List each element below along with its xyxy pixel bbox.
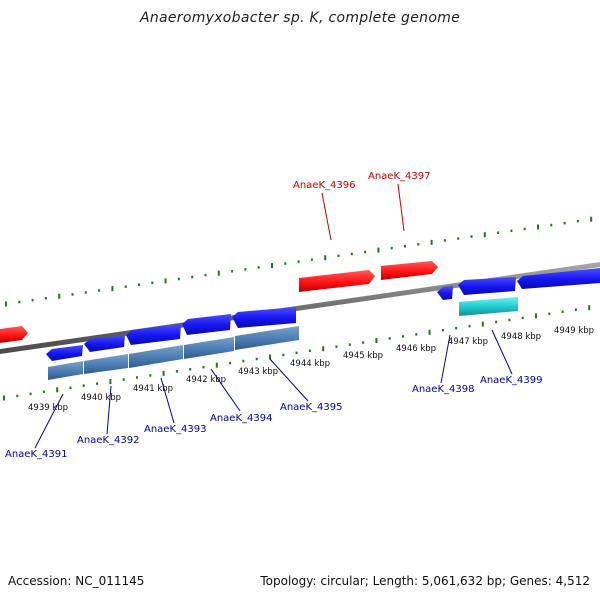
cds-bar-anaek-4395[interactable] <box>235 326 299 350</box>
leader-line <box>269 358 309 402</box>
upper-tick-row <box>5 216 593 307</box>
cds-bars <box>48 297 518 380</box>
gene-label[interactable]: AnaeK_4397 <box>368 171 430 182</box>
gene-arrow-anaek-4393[interactable] <box>126 324 181 345</box>
gene-label[interactable]: AnaeK_4396 <box>293 180 355 191</box>
tick-label: 4941 kbp <box>133 384 173 394</box>
tick-label: 4944 kbp <box>290 359 330 369</box>
tick-label: 4942 kbp <box>186 375 226 385</box>
tick-label: 4939 kbp <box>28 403 68 413</box>
cds-bar-anaek-4394[interactable] <box>184 337 234 359</box>
gene-arrow-previous[interactable] <box>0 326 28 343</box>
feature-bar-anaek-4399[interactable] <box>459 297 518 316</box>
gene-label[interactable]: AnaeK_4394 <box>210 413 272 424</box>
gene-label[interactable]: AnaeK_4398 <box>412 384 474 395</box>
leader-line <box>491 329 513 375</box>
cds-bar-anaek-4391[interactable] <box>48 361 83 380</box>
forward-strand-genes <box>0 261 438 343</box>
gene-label[interactable]: AnaeK_4392 <box>77 435 139 446</box>
tick-label: 4943 kbp <box>238 367 278 377</box>
gene-arrow-anaek-4394[interactable] <box>182 314 231 335</box>
gene-arrow-anaek-4396[interactable] <box>299 270 375 292</box>
reverse-strand-genes <box>46 268 600 361</box>
gene-labels: AnaeK_4396 AnaeK_4397 AnaeK_4391 AnaeK_4392… <box>5 171 542 460</box>
gene-arrow-anaek-4397[interactable] <box>381 261 438 280</box>
gene-label[interactable]: AnaeK_4395 <box>280 402 342 413</box>
tick-label: 4947 kbp <box>448 337 488 347</box>
leader-line <box>106 385 112 435</box>
leader-line <box>210 368 241 412</box>
genome-title: Anaeromyxobacter sp. K, complete genome <box>139 10 461 26</box>
gene-arrow-next[interactable] <box>517 268 600 289</box>
tick-label: 4946 kbp <box>396 344 436 354</box>
lower-tick-row <box>3 305 591 401</box>
gene-arrow-anaek-4399[interactable] <box>458 277 516 295</box>
leader-line <box>440 334 451 384</box>
gene-arrow-anaek-4391[interactable] <box>46 345 83 361</box>
label-leaders <box>34 183 513 449</box>
tick-label: 4945 kbp <box>343 351 383 361</box>
gene-label[interactable]: AnaeK_4393 <box>144 424 206 435</box>
genome-summary-text: Topology: circular; Length: 5,061,632 bp… <box>260 574 590 588</box>
tick-label: 4949 kbp <box>554 326 594 336</box>
leader-line <box>160 377 175 424</box>
gene-arrow-anaek-4395[interactable] <box>232 307 296 328</box>
tick-label: 4940 kbp <box>81 393 121 403</box>
cds-bar-anaek-4392[interactable] <box>84 354 128 374</box>
gene-arrow-anaek-4392[interactable] <box>84 335 125 352</box>
position-tick-labels: 4939 kbp 4940 kbp 4941 kbp 4942 kbp 4943 kbp… <box>28 326 594 413</box>
cds-bar-anaek-4393[interactable] <box>129 345 183 368</box>
gene-label[interactable]: AnaeK_4399 <box>480 375 542 386</box>
gene-label[interactable]: AnaeK_4391 <box>5 449 67 460</box>
leader-line <box>321 192 332 241</box>
tick-label: 4948 kbp <box>501 332 541 342</box>
leader-line <box>397 183 405 232</box>
gene-arrow-anaek-4398[interactable] <box>437 286 453 300</box>
leader-line <box>34 393 64 449</box>
accession-text: Accession: NC_011145 <box>8 574 145 588</box>
